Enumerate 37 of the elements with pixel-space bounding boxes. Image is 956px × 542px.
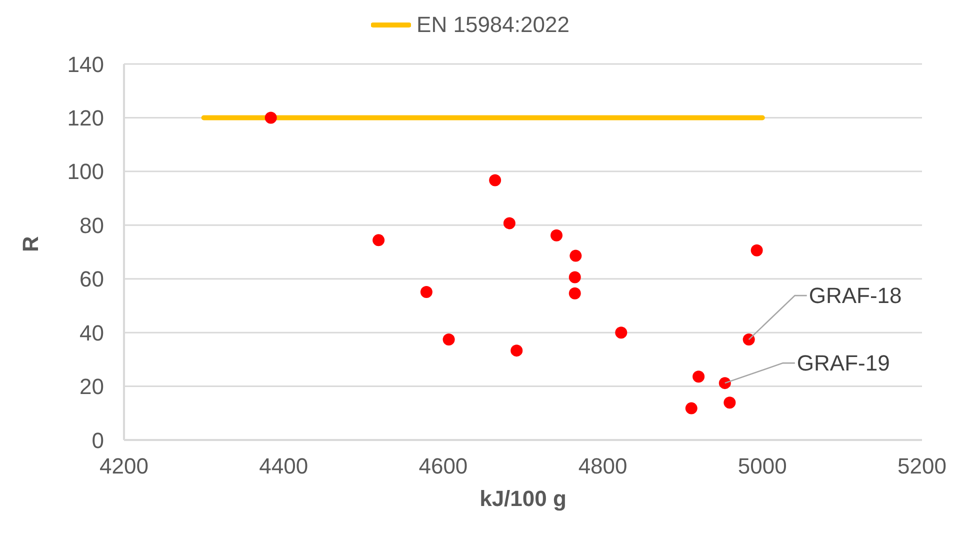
point [724,396,736,409]
legend-label: EN 15984:2022 [416,12,570,38]
y-tick-label: 20 [80,374,104,400]
point [550,229,563,242]
y-tick-label: 40 [80,320,104,346]
point [568,271,581,284]
point [503,217,516,230]
point [420,286,432,298]
point [692,370,705,383]
y-axis-title: R [18,236,43,252]
y-tick-label: 0 [92,428,104,453]
point [750,244,763,256]
x-tick-label: 4200 [100,454,148,479]
point [570,250,582,262]
y-tick-label: 100 [67,159,104,184]
x-tick-label: 4400 [259,454,308,479]
point [615,326,628,339]
point [489,174,502,186]
y-tick-label: 60 [80,266,104,292]
x-tick-label: 4600 [418,454,468,479]
point [742,334,755,346]
y-tick-label: 140 [67,52,104,77]
point [685,402,698,414]
y-tick-label: 120 [67,106,104,131]
x-axis-title: kJ/100 g [480,486,566,511]
annotation: GRAF-19 [796,350,890,376]
y-tick-label: 80 [80,212,104,238]
point [372,234,385,246]
annotation: GRAF-18 [808,283,902,308]
point [510,344,523,357]
x-tick-label: 4800 [578,454,628,479]
x-tick-label: 5000 [738,454,787,479]
point [718,377,731,390]
x-tick-label: 5200 [898,454,946,479]
point [568,287,581,300]
point [442,334,455,346]
point [264,112,277,124]
